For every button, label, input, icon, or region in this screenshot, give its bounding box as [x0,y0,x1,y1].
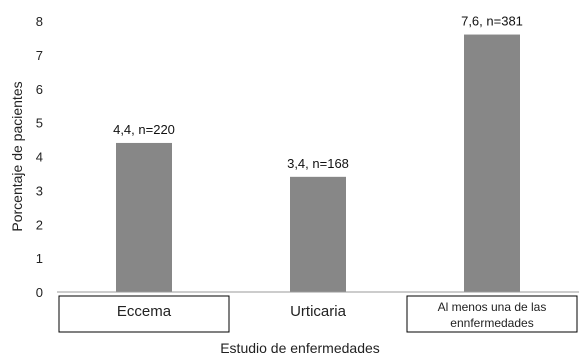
category-label: Urticaria [290,303,346,320]
data-label: 4,4, n=220 [113,122,175,137]
y-tick-label: 3 [36,183,43,198]
bar [290,176,346,292]
x-axis-title: Estudio de enfermedades [220,340,380,356]
y-axis-title: Porcentaje de pacientes [9,81,25,231]
y-tick-label: 7 [36,48,43,63]
category-label: Al menos una de las [438,300,547,314]
data-label: 7,6, n=381 [461,14,523,29]
y-tick-label: 1 [36,251,43,266]
category-box [58,295,230,333]
y-axis: 0 1 2 3 4 5 6 7 8 [36,14,43,300]
category-label: Eccema [117,303,172,320]
y-tick-label: 2 [36,217,43,232]
x-axis: Eccema Urticaria Al menos una de las ennfer… [57,291,579,333]
bar [464,34,520,293]
y-tick-label: 5 [36,116,43,131]
category-box [406,295,578,333]
bars: 4,4, n=220 3,4, n=168 7,6, n=381 [113,14,523,293]
y-tick-label: 0 [36,285,43,300]
y-tick-label: 6 [36,82,43,97]
category-label: ennfermedades [450,316,533,330]
bar [116,142,172,292]
y-tick-label: 4 [36,150,43,165]
y-tick-label: 8 [36,14,43,29]
data-label: 3,4, n=168 [287,156,349,171]
